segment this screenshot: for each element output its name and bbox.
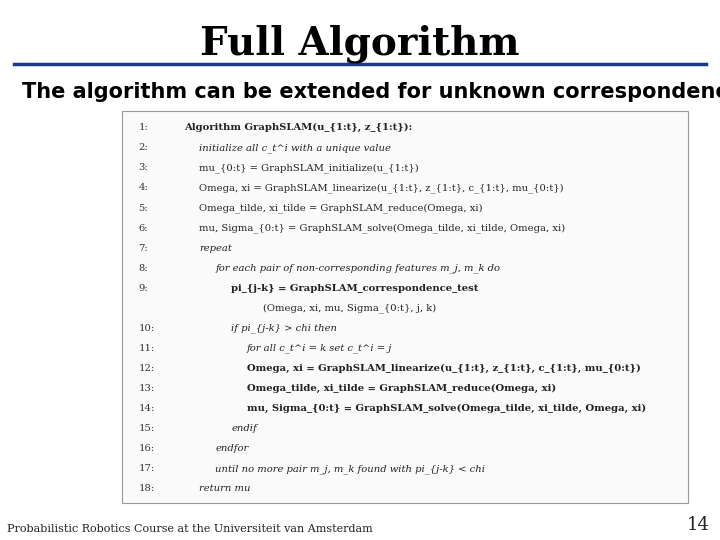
Text: endif: endif (231, 424, 257, 433)
Text: repeat: repeat (199, 244, 233, 253)
Text: 2:: 2: (138, 143, 148, 152)
Text: 18:: 18: (138, 484, 155, 494)
Text: 3:: 3: (138, 164, 148, 172)
Text: 9:: 9: (138, 284, 148, 293)
Text: endfor: endfor (215, 444, 248, 453)
Text: 13:: 13: (138, 384, 155, 393)
Text: 15:: 15: (138, 424, 155, 433)
Text: Omega, xi = GraphSLAM_linearize(u_{1:t}, z_{1:t}, c_{1:t}, mu_{0:t}): Omega, xi = GraphSLAM_linearize(u_{1:t},… (247, 364, 641, 373)
Text: mu, Sigma_{0:t} = GraphSLAM_solve(Omega_tilde, xi_tilde, Omega, xi): mu, Sigma_{0:t} = GraphSLAM_solve(Omega_… (247, 404, 647, 413)
Text: 14:: 14: (138, 404, 155, 413)
Text: 16:: 16: (138, 444, 154, 453)
Text: Omega_tilde, xi_tilde = GraphSLAM_reduce(Omega, xi): Omega_tilde, xi_tilde = GraphSLAM_reduce… (199, 203, 483, 213)
Text: mu, Sigma_{0:t} = GraphSLAM_solve(Omega_tilde, xi_tilde, Omega, xi): mu, Sigma_{0:t} = GraphSLAM_solve(Omega_… (199, 223, 566, 233)
Text: mu_{0:t} = GraphSLAM_initialize(u_{1:t}): mu_{0:t} = GraphSLAM_initialize(u_{1:t}) (199, 163, 419, 173)
Text: (Omega, xi, mu, Sigma_{0:t}, j, k): (Omega, xi, mu, Sigma_{0:t}, j, k) (263, 303, 436, 313)
Text: for each pair of non-corresponding features m_j, m_k do: for each pair of non-corresponding featu… (215, 264, 500, 273)
Text: return mu: return mu (199, 484, 251, 494)
Text: 12:: 12: (138, 364, 155, 373)
Text: pi_{j-k} = GraphSLAM_correspondence_test: pi_{j-k} = GraphSLAM_correspondence_test (231, 284, 479, 293)
Text: initialize all c_t^i with a unique value: initialize all c_t^i with a unique value (199, 143, 391, 153)
Text: if pi_{j-k} > chi then: if pi_{j-k} > chi then (231, 323, 337, 333)
Text: Full Algorithm: Full Algorithm (200, 24, 520, 63)
Text: 5:: 5: (138, 204, 148, 213)
Text: Omega, xi = GraphSLAM_linearize(u_{1:t}, z_{1:t}, c_{1:t}, mu_{0:t}): Omega, xi = GraphSLAM_linearize(u_{1:t},… (199, 183, 564, 193)
Text: 1:: 1: (138, 123, 148, 132)
Text: 4:: 4: (138, 184, 148, 192)
Text: 6:: 6: (138, 224, 148, 233)
FancyBboxPatch shape (122, 111, 688, 503)
Text: Probabilistic Robotics Course at the Universiteit van Amsterdam: Probabilistic Robotics Course at the Uni… (7, 523, 373, 534)
Text: until no more pair m_j, m_k found with pi_{j-k} < chi: until no more pair m_j, m_k found with p… (215, 464, 485, 474)
Text: 14: 14 (686, 516, 709, 534)
Text: 17:: 17: (138, 464, 155, 474)
Text: 8:: 8: (138, 264, 148, 273)
Text: 11:: 11: (138, 344, 155, 353)
Text: Algorithm GraphSLAM(u_{1:t}, z_{1:t}):: Algorithm GraphSLAM(u_{1:t}, z_{1:t}): (184, 123, 412, 132)
Text: Omega_tilde, xi_tilde = GraphSLAM_reduce(Omega, xi): Omega_tilde, xi_tilde = GraphSLAM_reduce… (247, 384, 557, 393)
Text: 10:: 10: (138, 324, 155, 333)
Text: for all c_t^i = k set c_t^i = j: for all c_t^i = k set c_t^i = j (247, 343, 392, 353)
Text: The algorithm can be extended for unknown correspondences:: The algorithm can be extended for unknow… (22, 82, 720, 102)
Text: 7:: 7: (138, 244, 148, 253)
